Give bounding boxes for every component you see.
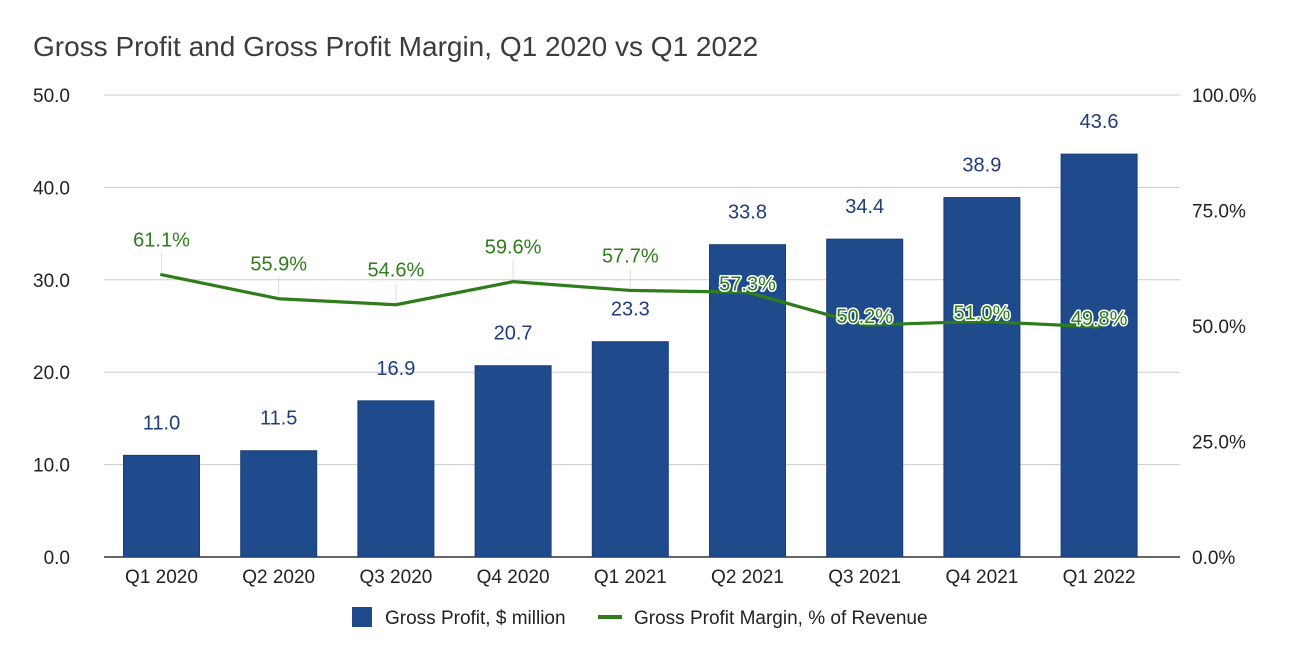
bar-value-label: 33.8 — [728, 202, 767, 224]
bar-value-label: 20.7 — [494, 323, 533, 345]
bar-value-label: 43.6 — [1080, 111, 1119, 133]
chart-title: Gross Profit and Gross Profit Margin, Q1… — [33, 31, 758, 62]
line-value-label: 54.6% — [368, 260, 425, 282]
line-data-labels: 61.1% 55.9% 54.6% 59.6% 57.7% 57.3% 50.2% 51.0%… — [133, 230, 1129, 332]
line-value-label: 55.9% — [250, 254, 307, 276]
right-axis-ticks: 0.0% 25.0% 50.0% 75.0% 100.0% — [1192, 86, 1257, 569]
x-tick-label: Q1 2022 — [1063, 567, 1136, 588]
bar-value-label: 16.9 — [376, 358, 415, 380]
bar — [357, 400, 435, 558]
bar-value-label: 38.9 — [962, 155, 1001, 177]
margin-line — [159, 273, 1101, 329]
bar-value-label: 23.3 — [611, 299, 650, 321]
x-tick-label: Q1 2020 — [125, 567, 198, 588]
right-tick-label: 100.0% — [1192, 86, 1257, 107]
bar-value-label: 11.0 — [143, 412, 180, 434]
left-tick-label: 40.0 — [33, 178, 70, 199]
bar — [709, 244, 786, 558]
x-tick-label: Q4 2021 — [945, 567, 1018, 588]
x-tick-label: Q4 2020 — [477, 567, 550, 588]
x-tick-label: Q3 2021 — [828, 567, 901, 588]
bar-value-label: 11.5 — [260, 408, 297, 430]
legend-swatch-gross-profit-margin — [598, 615, 622, 619]
bar-series — [123, 153, 1138, 558]
right-tick-label: 50.0% — [1192, 317, 1246, 338]
line-value-label: 57.3% — [719, 273, 776, 295]
x-tick-label: Q2 2020 — [242, 567, 315, 588]
legend-swatch-gross-profit — [352, 607, 372, 627]
left-tick-label: 30.0 — [33, 271, 70, 292]
bar — [123, 454, 200, 558]
line-value-label: 59.6% — [485, 237, 542, 259]
left-axis-ticks: 0.0 10.0 20.0 30.0 40.0 50.0 — [33, 86, 70, 569]
right-tick-label: 75.0% — [1192, 202, 1246, 223]
legend-label-gross-profit-margin: Gross Profit Margin, % of Revenue — [634, 608, 928, 629]
bar — [1060, 153, 1138, 558]
line-value-label: 49.8% — [1071, 308, 1128, 330]
bar-value-label: 34.4 — [845, 196, 884, 218]
right-tick-label: 0.0% — [1192, 548, 1235, 569]
line-value-label: 57.7% — [602, 245, 659, 267]
left-tick-label: 50.0 — [33, 86, 70, 107]
left-tick-label: 10.0 — [33, 456, 70, 477]
bar — [240, 450, 318, 558]
right-tick-label: 25.0% — [1192, 433, 1246, 454]
legend-label-gross-profit: Gross Profit, $ million — [385, 608, 566, 629]
x-tick-label: Q1 2021 — [594, 567, 667, 588]
line-series — [159, 273, 1101, 329]
bar — [826, 238, 904, 558]
left-tick-label: 0.0 — [44, 548, 70, 569]
line-value-label: 61.1% — [133, 230, 190, 252]
bar — [474, 365, 552, 558]
legend: Gross Profit, $ million Gross Profit Mar… — [352, 607, 928, 629]
x-tick-label: Q3 2020 — [359, 567, 432, 588]
left-tick-label: 20.0 — [33, 363, 70, 384]
x-axis-ticks: Q1 2020 Q2 2020 Q3 2020 Q4 2020 Q1 2021 Q2 20… — [125, 567, 1136, 588]
line-value-label: 51.0% — [954, 302, 1011, 324]
bar-data-labels: 11.0 11.5 16.9 20.7 23.3 33.8 34.4 38.9 43.6 — [143, 111, 1119, 434]
bar — [591, 341, 669, 558]
bar — [943, 197, 1021, 558]
line-value-label: 50.2% — [836, 306, 893, 328]
x-tick-label: Q2 2021 — [711, 567, 784, 588]
